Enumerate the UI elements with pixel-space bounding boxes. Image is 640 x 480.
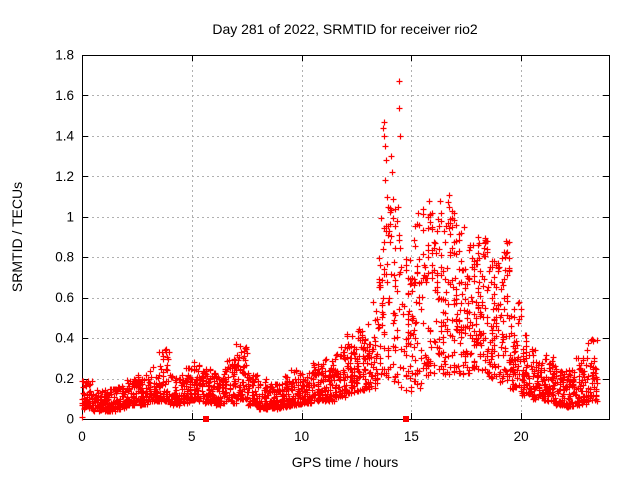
data-layer	[79, 78, 601, 422]
y-tick-label: 1.2	[55, 169, 74, 184]
y-tick-label: 0.8	[55, 250, 74, 265]
plot-border	[82, 55, 610, 420]
y-tick-label: 0	[66, 412, 74, 427]
x-tick-label: 5	[188, 429, 196, 444]
y-tick-label: 1	[66, 209, 74, 224]
y-tick-label: 1.8	[55, 48, 74, 63]
x-tick-label: 10	[294, 429, 309, 444]
x-axis-label: GPS time / hours	[292, 454, 399, 470]
baseline-square-marker	[203, 416, 209, 422]
y-axis-label: SRMTID / TECUs	[9, 182, 25, 292]
x-tick-label: 15	[404, 429, 419, 444]
y-tick-label: 1.4	[55, 128, 74, 143]
chart-title: Day 281 of 2022, SRMTID for receiver rio…	[212, 21, 478, 37]
y-tick-label: 0.2	[55, 371, 74, 386]
x-tick-label: 0	[78, 429, 86, 444]
x-tick-label: 20	[514, 429, 529, 444]
baseline-square-marker	[403, 416, 409, 422]
data-points	[79, 78, 601, 421]
grid-layer	[82, 55, 609, 419]
y-tick-label: 0.6	[55, 290, 74, 305]
y-tick-label: 1.6	[55, 88, 74, 103]
y-tick-label: 0.4	[55, 331, 74, 346]
